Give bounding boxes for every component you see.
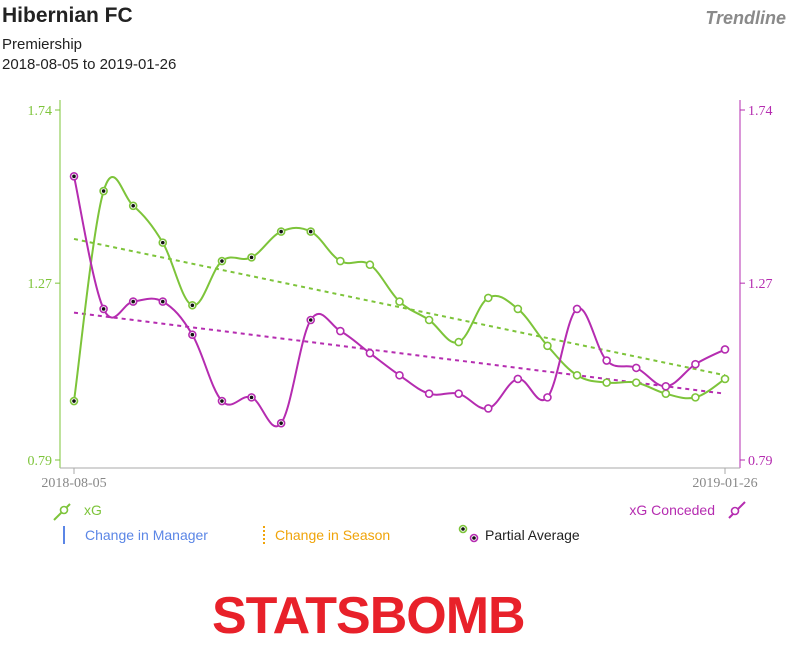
xg-point <box>691 393 700 402</box>
xg-conceded-partial-dot <box>101 307 106 311</box>
xg-partial-dot <box>131 203 135 208</box>
xg-conceded-partial-dot <box>131 299 135 304</box>
xg-point <box>424 315 434 325</box>
xg-conceded-point <box>661 382 671 391</box>
xg-point <box>543 341 552 351</box>
x-tick-label: 2018-08-05 <box>41 476 106 491</box>
xg-conceded-partial-dot <box>190 332 195 337</box>
xg-partial-dot <box>190 303 195 308</box>
xg-conceded-point <box>424 389 434 398</box>
xg-point <box>602 378 611 387</box>
xg-conceded-point <box>365 348 375 358</box>
legend-partial-label: Partial Average <box>485 527 580 543</box>
xg-conceded-point <box>602 356 611 365</box>
xg-point <box>395 297 404 306</box>
left-y-tick-label: 1.27 <box>28 277 53 292</box>
xg-partial-dot <box>220 259 224 263</box>
statsbomb-logo: STATSBOMB <box>212 587 526 645</box>
right-y-tick-label: 1.27 <box>748 277 773 292</box>
legend-manager-label[interactable]: Change in Manager <box>85 527 208 543</box>
team-title: Hibernian FC <box>2 4 133 27</box>
chart-axes: 0.79 0.79 1.27 1.27 1.74 1.74 2018-08-05 2019-0… <box>28 100 773 491</box>
xg-partial-dot <box>101 189 106 193</box>
right-y-tick-label: 0.79 <box>748 454 773 469</box>
xg-point <box>454 337 463 347</box>
xg-point <box>572 370 582 380</box>
legend-xg-conceded-marker <box>730 506 740 516</box>
series-points <box>69 172 730 428</box>
xg-point <box>631 378 641 387</box>
legend-xg-marker <box>59 505 69 515</box>
xg-conceded-point <box>336 326 345 336</box>
x-tick-label: 2019-01-26 <box>692 476 757 491</box>
xg-point <box>513 304 523 314</box>
xg-conceded-trendline <box>73 311 726 395</box>
xg-conceded-partial-dot <box>72 174 76 179</box>
legend-season-label[interactable]: Change in Season <box>275 527 391 543</box>
xg-point <box>720 374 730 384</box>
xg-conceded-partial-dot <box>220 399 224 403</box>
view-mode-label: Trendline <box>705 8 786 28</box>
xg-point <box>661 389 671 398</box>
xg-point <box>365 260 375 270</box>
xg-conceded-point <box>720 345 730 354</box>
date-range-label: 2018-08-05 to 2019-01-26 <box>2 56 177 73</box>
competition-label: Premiership <box>2 36 83 53</box>
xg-point <box>483 293 493 303</box>
left-y-tick-label: 0.79 <box>28 454 53 469</box>
xg-conceded-partial-dot <box>279 421 283 425</box>
xg-trendline <box>73 237 726 377</box>
legend-xg-label[interactable]: xG <box>84 502 102 518</box>
legend-partial-green-dot <box>461 527 465 531</box>
xg-conceded-partial-dot <box>160 299 165 304</box>
xg-conceded-partial-dot <box>249 395 254 400</box>
legend-icons <box>53 501 746 544</box>
xg-conceded-point <box>691 359 700 369</box>
xg-partial-dot <box>279 229 283 234</box>
left-y-tick-label: 1.74 <box>28 104 53 119</box>
xg-partial-dot <box>308 229 313 234</box>
right-y-tick-label: 1.74 <box>748 104 773 119</box>
xg-conceded-partial-dot <box>308 318 313 322</box>
xg-conceded-point <box>543 393 552 402</box>
trendlines <box>73 237 726 395</box>
xg-point <box>336 256 345 266</box>
legend-partial-magenta-dot <box>472 536 476 540</box>
xg-conceded-point <box>513 374 523 384</box>
xg-partial-dot <box>249 255 254 260</box>
xg-partial-dot <box>72 399 76 403</box>
xg-conceded-point <box>572 304 582 314</box>
xg-partial-dot <box>160 240 165 245</box>
xg-conceded-point <box>631 363 641 373</box>
legend-xg-conceded-label[interactable]: xG Conceded <box>629 502 715 518</box>
xg-conceded-point <box>483 404 493 413</box>
xg-line <box>73 175 726 402</box>
xg-conceded-point <box>395 370 404 380</box>
xg-conceded-point <box>454 389 463 398</box>
